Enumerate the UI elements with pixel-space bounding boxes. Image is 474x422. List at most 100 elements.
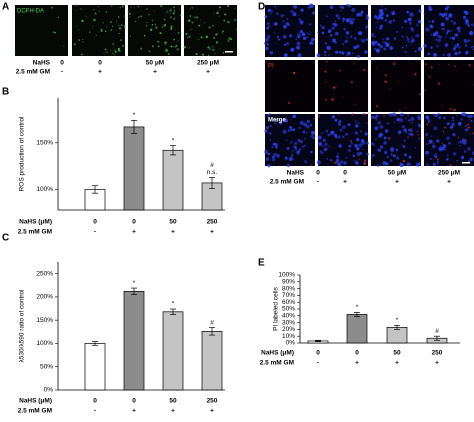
image-label: Merge [268,118,286,124]
speck [267,8,271,12]
speck [205,35,209,38]
speck [454,51,458,56]
speck [448,13,453,17]
speck [170,27,173,30]
speck [292,12,297,17]
y-axis-label: ROS production of control [19,116,26,191]
speck [432,162,436,166]
speck [190,9,191,10]
speck [326,15,328,18]
speck [416,131,418,133]
speck [442,144,447,149]
speck [189,15,192,17]
speck [403,128,408,133]
speck [179,14,182,17]
speck [157,40,160,43]
bar [162,149,184,211]
row-value: + [210,229,214,236]
speck [310,164,313,167]
speck [218,9,220,11]
row-value: 50 [169,219,177,226]
speck [390,153,393,156]
speck [424,89,426,91]
y-axis-label: PI labeled cells [273,286,280,330]
bar [123,126,145,211]
speck [417,133,420,136]
speck [430,33,433,36]
speck [366,141,370,145]
error-bar [354,312,360,317]
speck [203,21,206,24]
speck [466,123,470,126]
speck [269,12,272,15]
speck [384,19,387,22]
speck [409,132,414,137]
speck [93,20,95,22]
y-tick-label: 0% [286,340,296,347]
speck [410,40,413,43]
speck [349,139,353,143]
speck [356,151,361,157]
speck [431,20,435,23]
speck [376,114,379,117]
speck [305,132,308,134]
speck [458,45,461,49]
speck [410,63,412,65]
speck [410,44,412,46]
speck [130,6,132,8]
speck [270,9,274,13]
speck [312,136,315,140]
speck [467,39,470,42]
speck [321,25,325,30]
speck [51,6,53,9]
speck [293,71,296,75]
speck [177,40,179,42]
speck [463,150,467,153]
speck [401,35,404,38]
speck [427,121,430,123]
speck [351,113,354,116]
row-value: + [210,408,214,415]
speck [410,116,415,121]
speck [394,114,397,117]
row-name: NaHS (μM) [19,219,52,226]
speck [428,20,431,23]
speck [167,53,170,56]
speck [286,163,291,168]
speck [448,142,451,145]
speck [356,12,361,17]
speck [265,33,267,35]
y-tick-label: 100% [36,186,53,193]
scale-bar [462,162,470,164]
speck [410,27,413,29]
speck [404,117,407,119]
speck [439,116,441,119]
speck [334,31,339,36]
speck [345,35,347,37]
speck [408,128,411,131]
speck [469,118,471,121]
speck [204,36,206,38]
speck [304,137,306,140]
speck [350,35,353,38]
speck [214,52,216,55]
row-name: NaHS [33,60,51,67]
speck [406,10,409,14]
row-value: 50 [393,350,401,357]
y-tick-label: 0% [44,387,54,394]
speck [134,7,136,9]
speck [275,145,278,149]
speck [456,115,458,117]
speck [159,31,162,35]
speck [429,157,432,160]
speck [57,16,59,19]
speck [267,22,270,26]
speck [363,68,366,72]
speck [354,131,358,135]
row-value: - [317,360,319,367]
speck [436,158,439,161]
speck [299,148,302,151]
speck [290,47,295,52]
speck [92,25,94,27]
speck [370,142,374,146]
